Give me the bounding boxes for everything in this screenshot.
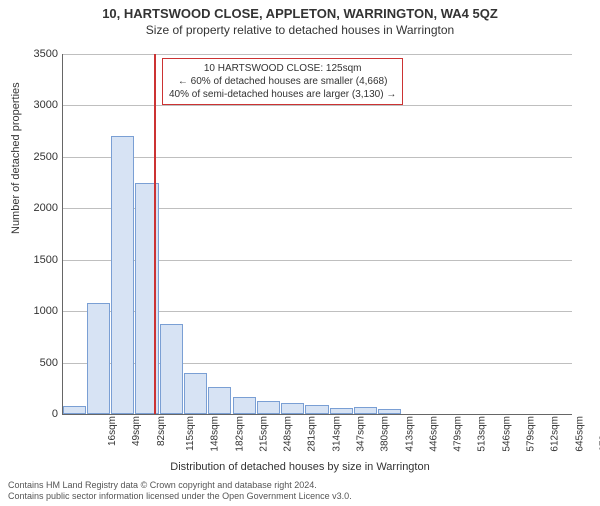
y-tick-label: 3500: [18, 48, 58, 60]
annotation-line-1: 10 HARTSWOOD CLOSE: 125sqm: [169, 62, 396, 75]
annotation-line-3: 40% of semi-detached houses are larger (…: [169, 88, 396, 101]
x-axis-label: Distribution of detached houses by size …: [0, 461, 600, 473]
x-tick-label: 446sqm: [428, 416, 439, 452]
x-tick-label: 182sqm: [234, 416, 245, 452]
x-tick-label: 16sqm: [107, 416, 118, 446]
annotation-line-2: ← 60% of detached houses are smaller (4,…: [169, 75, 396, 88]
y-tick-label: 1000: [18, 305, 58, 317]
chart-bar: [257, 401, 280, 414]
chart-bar: [160, 324, 183, 415]
gridline: [62, 157, 572, 158]
page-title: 10, HARTSWOOD CLOSE, APPLETON, WARRINGTO…: [0, 6, 600, 21]
x-tick-label: 347sqm: [356, 416, 367, 452]
chart-bar: [305, 405, 328, 414]
x-tick-label: 215sqm: [258, 416, 269, 452]
chart-bar: [233, 397, 256, 414]
chart-bar: [354, 407, 377, 414]
chart-bar: [281, 403, 304, 414]
chart-bar: [87, 303, 110, 414]
x-tick-label: 612sqm: [550, 416, 561, 452]
footer-line-2: Contains public sector information licen…: [8, 491, 352, 502]
y-tick-label: 0: [18, 408, 58, 420]
y-tick-label: 1500: [18, 254, 58, 266]
x-tick-label: 281sqm: [307, 416, 318, 452]
chart-plot: 050010001500200025003000350016sqm49sqm82…: [62, 54, 572, 414]
x-tick-label: 413sqm: [404, 416, 415, 452]
y-axis-line: [62, 54, 63, 414]
chart-bar: [63, 406, 86, 414]
x-tick-label: 82sqm: [156, 416, 167, 446]
property-annotation: 10 HARTSWOOD CLOSE: 125sqm← 60% of detac…: [162, 58, 403, 105]
property-marker-line: [154, 54, 156, 414]
x-tick-label: 115sqm: [185, 416, 196, 451]
x-tick-label: 248sqm: [283, 416, 294, 452]
x-tick-label: 546sqm: [501, 416, 512, 452]
x-tick-label: 513sqm: [477, 416, 488, 452]
x-tick-label: 314sqm: [331, 416, 342, 452]
x-axis-line: [62, 414, 572, 415]
x-tick-label: 148sqm: [210, 416, 221, 452]
x-tick-label: 479sqm: [453, 416, 464, 452]
x-tick-label: 49sqm: [131, 416, 142, 446]
page-subtitle: Size of property relative to detached ho…: [0, 23, 600, 37]
gridline: [62, 105, 572, 106]
x-tick-label: 380sqm: [380, 416, 391, 452]
x-tick-label: 645sqm: [574, 416, 585, 452]
y-tick-label: 2500: [18, 151, 58, 163]
x-tick-label: 579sqm: [526, 416, 537, 452]
footer-line-1: Contains HM Land Registry data © Crown c…: [8, 480, 352, 491]
y-tick-label: 2000: [18, 202, 58, 214]
chart-bar: [111, 136, 134, 414]
chart-bar: [184, 373, 207, 414]
gridline: [62, 54, 572, 55]
chart-bar: [208, 387, 231, 414]
footer-attribution: Contains HM Land Registry data © Crown c…: [8, 480, 352, 502]
chart-area: 050010001500200025003000350016sqm49sqm82…: [62, 54, 572, 414]
y-tick-label: 500: [18, 357, 58, 369]
y-tick-label: 3000: [18, 99, 58, 111]
